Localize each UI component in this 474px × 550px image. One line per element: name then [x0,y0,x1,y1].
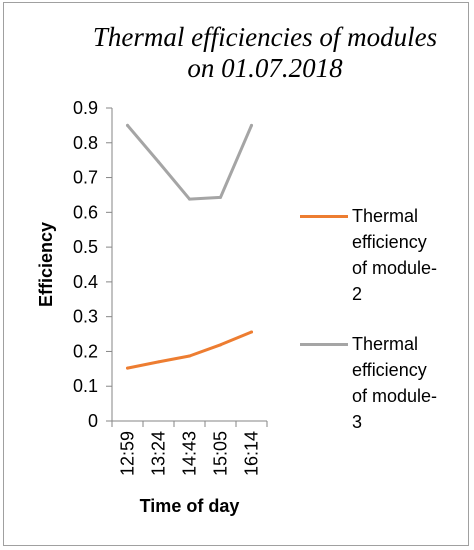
chart-title-line-1: Thermal efficiencies of modules [92,22,438,52]
data-point [157,160,160,164]
legend-label-line: efficiency [352,232,427,252]
legend-label-line: 2 [352,284,363,304]
y-tick-label: 0.6 [73,202,98,222]
data-point [219,195,222,199]
legend-label-line: 3 [352,412,363,432]
y-tick-label: 0.2 [73,341,98,361]
data-point [219,343,222,347]
series-line-2 [126,123,253,201]
legend-label-line: Thermal [352,334,419,354]
data-point [250,330,253,334]
chart-title-line-2: on 01.07.2018 [187,53,343,83]
legend-label: Thermal efficiency of module- 3 [352,331,462,435]
data-point [188,197,191,201]
legend-label-line: of module- [352,258,438,278]
x-tick-label: 13:24 [149,431,169,476]
data-point [157,360,160,364]
data-point [250,123,253,127]
legend-swatch [300,215,348,218]
chart-frame [3,2,469,546]
legend-item-1: Thermal efficiency of module- 2 [300,203,470,331]
data-point [126,366,129,370]
x-axis-label: Time of day [140,496,240,516]
legend-label-line: efficiency [352,360,427,380]
y-axis-ticks: 0 0.1 0.2 0.3 0.4 0.5 0.6 0.7 0.8 0.9 [73,98,112,431]
y-tick-label: 0.8 [73,133,98,153]
series-line-1 [126,330,253,370]
legend-swatch [300,343,348,346]
x-axis-ticks: 12:59 13:24 14:43 15:05 16:14 [118,431,262,476]
legend-label-line: Thermal [352,206,419,226]
data-point [188,354,191,358]
y-tick-label: 0.9 [73,98,98,118]
x-tick-label: 14:43 [180,431,200,476]
x-tick-label: 12:59 [118,431,138,476]
y-axis-label: Efficiency [36,222,56,307]
y-tick-label: 0.5 [73,237,98,257]
legend-label-line: of module- [352,386,438,406]
y-tick-label: 0.4 [73,272,98,292]
y-tick-label: 0.7 [73,168,98,188]
chart-title: Thermal efficiencies of modules on 01.07… [60,22,470,84]
x-tick-label: 16:14 [242,431,262,476]
y-tick-label: 0 [88,411,98,431]
y-tick-label: 0.3 [73,307,98,327]
y-tick-label: 0.1 [73,376,98,396]
x-tick-label: 15:05 [211,431,231,476]
series-lines [126,123,253,370]
legend-item-2: Thermal efficiency of module- 3 [300,331,470,459]
legend: Thermal efficiency of module- 2 Thermal effic… [300,203,470,459]
data-point [126,123,129,127]
axes [111,108,268,427]
legend-label: Thermal efficiency of module- 2 [352,203,462,307]
